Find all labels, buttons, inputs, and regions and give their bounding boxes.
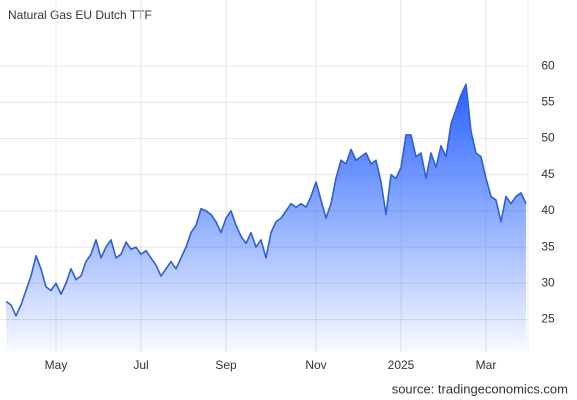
y-tick-label: 35 xyxy=(541,239,555,253)
y-tick-label: 60 xyxy=(541,58,555,72)
x-tick-label: May xyxy=(45,358,68,372)
y-tick-label: 45 xyxy=(541,167,555,181)
y-tick-label: 40 xyxy=(541,203,555,217)
x-tick-label: Sep xyxy=(215,358,237,372)
area xyxy=(6,84,526,353)
y-tick-label: 30 xyxy=(541,275,555,289)
line xyxy=(5,83,527,317)
y-tick-label: 55 xyxy=(541,95,555,109)
x-tick-label: Mar xyxy=(476,358,497,372)
y-tick-label: 25 xyxy=(541,312,555,326)
y-tick-label: 50 xyxy=(541,131,555,145)
x-tick-label: Nov xyxy=(305,358,326,372)
x-tick-label: Jul xyxy=(133,358,148,372)
source: source: tradingeconomics.com xyxy=(392,381,568,396)
x-tick-label: 2025 xyxy=(388,358,415,372)
chart-title: Natural Gas EU Dutch TTF xyxy=(8,8,152,22)
